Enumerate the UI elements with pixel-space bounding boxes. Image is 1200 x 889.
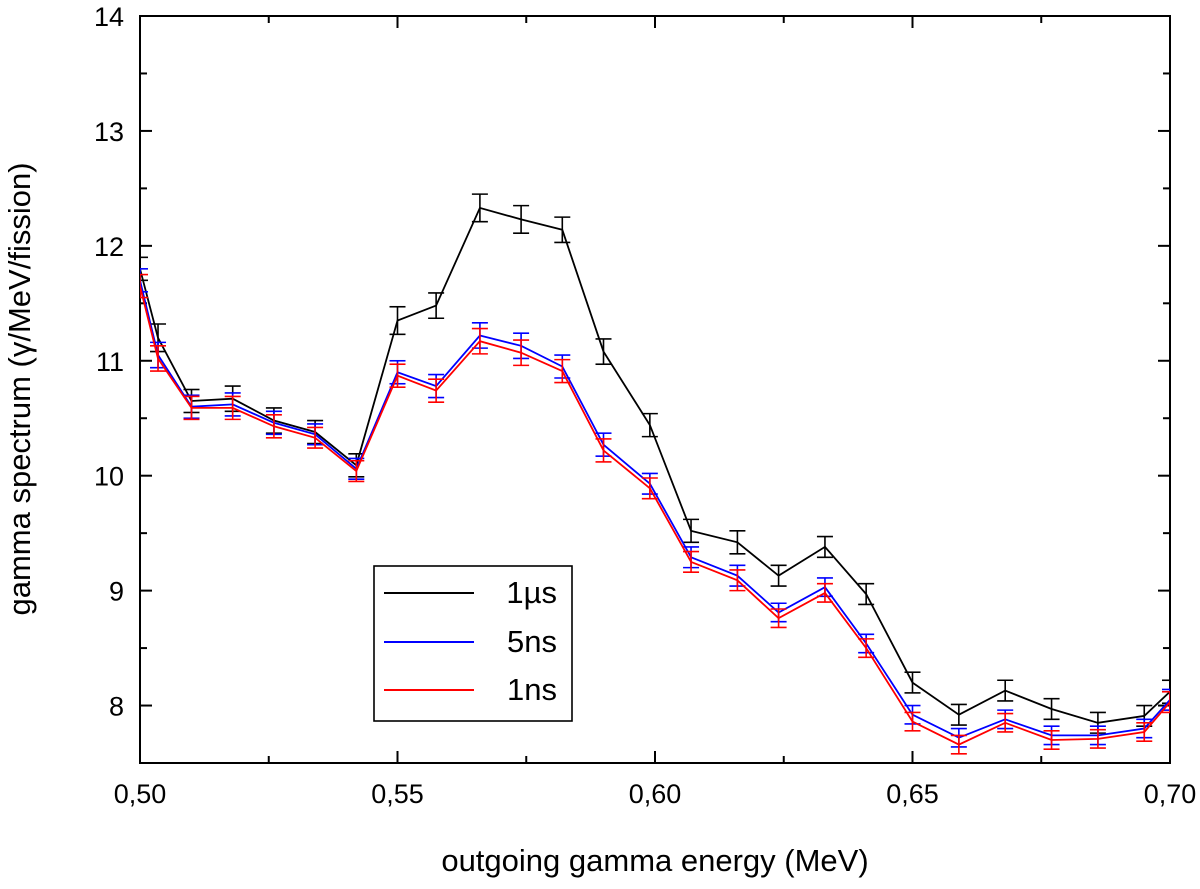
legend-label: 5ns [507,624,557,659]
legend-box [373,565,573,722]
x-tick-label: 0,55 [371,779,424,809]
x-tick-label: 0,50 [114,779,167,809]
series-5ns [140,268,1170,748]
series-line [140,280,1170,739]
y-tick-label: 9 [109,577,124,607]
x-tick-label: 0,65 [886,779,939,809]
plot-frame [139,15,1171,764]
y-tick-label: 12 [94,232,124,262]
series-1µs [140,193,1170,734]
y-tick-label: 11 [96,347,124,377]
legend: 1µs 5ns 1ns [373,565,573,722]
legend-label: 1ns [507,672,557,707]
series-layer [140,193,1170,755]
y-tick-label: 13 [94,117,124,147]
axis-tick-labels: 0,50 0,55 0,60 0,65 0,70 8 9 10 11 12 13 14 [94,2,1196,809]
x-tick-label: 0,60 [629,779,682,809]
legend-label: 1µs [506,575,557,610]
axis-ticks [139,15,1171,764]
series-1ns [140,273,1170,755]
x-tick-label: 0,70 [1144,779,1197,809]
y-tick-label: 14 [94,2,124,32]
y-axis-title: gamma spectrum (γ/MeV/fission) [2,162,37,615]
series-line [140,206,1170,724]
y-tick-label: 8 [109,692,124,722]
x-axis-title: outgoing gamma energy (MeV) [441,843,868,878]
y-tick-label: 10 [94,462,124,492]
series-line [140,285,1170,746]
